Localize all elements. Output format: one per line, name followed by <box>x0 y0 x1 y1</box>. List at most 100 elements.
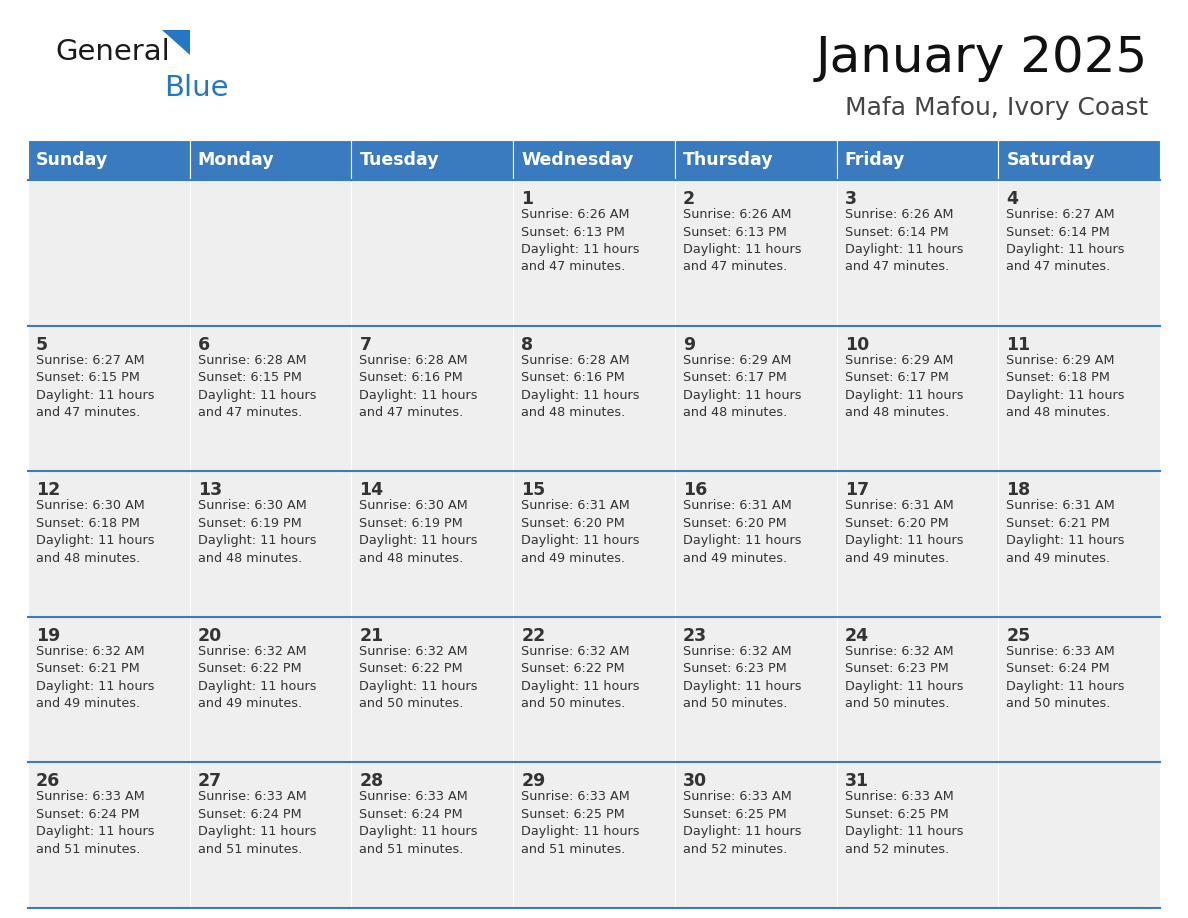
Bar <box>29 180 190 326</box>
Bar <box>190 763 352 908</box>
Text: Sunrise: 6:33 AM
Sunset: 6:24 PM
Daylight: 11 hours
and 50 minutes.: Sunrise: 6:33 AM Sunset: 6:24 PM Dayligh… <box>1006 644 1125 711</box>
Text: 7: 7 <box>360 336 372 353</box>
Bar <box>998 617 1159 763</box>
Text: 25: 25 <box>1006 627 1030 644</box>
Text: 16: 16 <box>683 481 707 499</box>
Text: Sunrise: 6:29 AM
Sunset: 6:18 PM
Daylight: 11 hours
and 48 minutes.: Sunrise: 6:29 AM Sunset: 6:18 PM Dayligh… <box>1006 353 1125 420</box>
Text: Sunrise: 6:28 AM
Sunset: 6:16 PM
Daylight: 11 hours
and 47 minutes.: Sunrise: 6:28 AM Sunset: 6:16 PM Dayligh… <box>360 353 478 420</box>
Bar <box>352 140 513 180</box>
Bar <box>675 140 836 180</box>
Bar <box>836 180 998 326</box>
Bar <box>190 617 352 763</box>
Text: Sunrise: 6:33 AM
Sunset: 6:25 PM
Daylight: 11 hours
and 51 minutes.: Sunrise: 6:33 AM Sunset: 6:25 PM Dayligh… <box>522 790 639 856</box>
Text: 29: 29 <box>522 772 545 790</box>
Text: Sunrise: 6:26 AM
Sunset: 6:14 PM
Daylight: 11 hours
and 47 minutes.: Sunrise: 6:26 AM Sunset: 6:14 PM Dayligh… <box>845 208 963 274</box>
Bar <box>352 617 513 763</box>
Text: Sunrise: 6:32 AM
Sunset: 6:23 PM
Daylight: 11 hours
and 50 minutes.: Sunrise: 6:32 AM Sunset: 6:23 PM Dayligh… <box>683 644 802 711</box>
Bar <box>675 471 836 617</box>
Text: 26: 26 <box>36 772 61 790</box>
Text: 21: 21 <box>360 627 384 644</box>
Bar <box>190 180 352 326</box>
Bar <box>998 140 1159 180</box>
Text: Sunrise: 6:30 AM
Sunset: 6:19 PM
Daylight: 11 hours
and 48 minutes.: Sunrise: 6:30 AM Sunset: 6:19 PM Dayligh… <box>197 499 316 565</box>
Text: Friday: Friday <box>845 151 905 169</box>
Bar <box>998 326 1159 471</box>
Text: 14: 14 <box>360 481 384 499</box>
Text: Sunrise: 6:26 AM
Sunset: 6:13 PM
Daylight: 11 hours
and 47 minutes.: Sunrise: 6:26 AM Sunset: 6:13 PM Dayligh… <box>522 208 639 274</box>
Bar <box>836 140 998 180</box>
Text: Sunrise: 6:32 AM
Sunset: 6:22 PM
Daylight: 11 hours
and 49 minutes.: Sunrise: 6:32 AM Sunset: 6:22 PM Dayligh… <box>197 644 316 711</box>
Text: 20: 20 <box>197 627 222 644</box>
Bar <box>352 763 513 908</box>
Bar <box>836 763 998 908</box>
Text: 19: 19 <box>36 627 61 644</box>
Text: Sunrise: 6:33 AM
Sunset: 6:25 PM
Daylight: 11 hours
and 52 minutes.: Sunrise: 6:33 AM Sunset: 6:25 PM Dayligh… <box>845 790 963 856</box>
Bar <box>190 326 352 471</box>
Text: Sunrise: 6:33 AM
Sunset: 6:24 PM
Daylight: 11 hours
and 51 minutes.: Sunrise: 6:33 AM Sunset: 6:24 PM Dayligh… <box>360 790 478 856</box>
Text: General: General <box>55 38 170 66</box>
Bar <box>675 326 836 471</box>
Text: 23: 23 <box>683 627 707 644</box>
Text: 8: 8 <box>522 336 533 353</box>
Text: Blue: Blue <box>164 74 228 102</box>
Text: Sunrise: 6:31 AM
Sunset: 6:20 PM
Daylight: 11 hours
and 49 minutes.: Sunrise: 6:31 AM Sunset: 6:20 PM Dayligh… <box>522 499 639 565</box>
Text: 30: 30 <box>683 772 707 790</box>
Text: 1: 1 <box>522 190 533 208</box>
Text: Monday: Monday <box>197 151 274 169</box>
Text: 28: 28 <box>360 772 384 790</box>
Bar <box>190 471 352 617</box>
Text: Sunrise: 6:32 AM
Sunset: 6:22 PM
Daylight: 11 hours
and 50 minutes.: Sunrise: 6:32 AM Sunset: 6:22 PM Dayligh… <box>522 644 639 711</box>
Text: Tuesday: Tuesday <box>360 151 440 169</box>
Text: Sunrise: 6:32 AM
Sunset: 6:21 PM
Daylight: 11 hours
and 49 minutes.: Sunrise: 6:32 AM Sunset: 6:21 PM Dayligh… <box>36 644 154 711</box>
Text: Sunrise: 6:33 AM
Sunset: 6:24 PM
Daylight: 11 hours
and 51 minutes.: Sunrise: 6:33 AM Sunset: 6:24 PM Dayligh… <box>36 790 154 856</box>
Bar <box>513 140 675 180</box>
Bar <box>836 326 998 471</box>
Text: 2: 2 <box>683 190 695 208</box>
Text: 24: 24 <box>845 627 868 644</box>
Bar <box>513 763 675 908</box>
Text: Sunrise: 6:27 AM
Sunset: 6:15 PM
Daylight: 11 hours
and 47 minutes.: Sunrise: 6:27 AM Sunset: 6:15 PM Dayligh… <box>36 353 154 420</box>
Text: Sunrise: 6:31 AM
Sunset: 6:21 PM
Daylight: 11 hours
and 49 minutes.: Sunrise: 6:31 AM Sunset: 6:21 PM Dayligh… <box>1006 499 1125 565</box>
Bar <box>998 471 1159 617</box>
Polygon shape <box>162 30 190 55</box>
Text: Sunrise: 6:31 AM
Sunset: 6:20 PM
Daylight: 11 hours
and 49 minutes.: Sunrise: 6:31 AM Sunset: 6:20 PM Dayligh… <box>683 499 802 565</box>
Bar <box>190 140 352 180</box>
Text: Sunrise: 6:32 AM
Sunset: 6:23 PM
Daylight: 11 hours
and 50 minutes.: Sunrise: 6:32 AM Sunset: 6:23 PM Dayligh… <box>845 644 963 711</box>
Text: 3: 3 <box>845 190 857 208</box>
Text: 10: 10 <box>845 336 868 353</box>
Bar <box>513 326 675 471</box>
Text: 18: 18 <box>1006 481 1030 499</box>
Bar <box>513 617 675 763</box>
Text: Sunrise: 6:28 AM
Sunset: 6:16 PM
Daylight: 11 hours
and 48 minutes.: Sunrise: 6:28 AM Sunset: 6:16 PM Dayligh… <box>522 353 639 420</box>
Bar <box>29 617 190 763</box>
Bar <box>29 763 190 908</box>
Text: 6: 6 <box>197 336 210 353</box>
Text: Sunrise: 6:29 AM
Sunset: 6:17 PM
Daylight: 11 hours
and 48 minutes.: Sunrise: 6:29 AM Sunset: 6:17 PM Dayligh… <box>683 353 802 420</box>
Text: Sunrise: 6:26 AM
Sunset: 6:13 PM
Daylight: 11 hours
and 47 minutes.: Sunrise: 6:26 AM Sunset: 6:13 PM Dayligh… <box>683 208 802 274</box>
Text: Sunrise: 6:30 AM
Sunset: 6:19 PM
Daylight: 11 hours
and 48 minutes.: Sunrise: 6:30 AM Sunset: 6:19 PM Dayligh… <box>360 499 478 565</box>
Text: Sunrise: 6:30 AM
Sunset: 6:18 PM
Daylight: 11 hours
and 48 minutes.: Sunrise: 6:30 AM Sunset: 6:18 PM Dayligh… <box>36 499 154 565</box>
Bar <box>352 180 513 326</box>
Bar <box>513 471 675 617</box>
Text: Sunday: Sunday <box>36 151 108 169</box>
Text: 13: 13 <box>197 481 222 499</box>
Bar <box>352 471 513 617</box>
Bar <box>29 326 190 471</box>
Bar <box>836 471 998 617</box>
Text: Sunrise: 6:31 AM
Sunset: 6:20 PM
Daylight: 11 hours
and 49 minutes.: Sunrise: 6:31 AM Sunset: 6:20 PM Dayligh… <box>845 499 963 565</box>
Text: 5: 5 <box>36 336 49 353</box>
Bar <box>675 180 836 326</box>
Text: 27: 27 <box>197 772 222 790</box>
Text: 17: 17 <box>845 481 868 499</box>
Bar <box>352 326 513 471</box>
Bar <box>675 617 836 763</box>
Text: Wednesday: Wednesday <box>522 151 633 169</box>
Text: Thursday: Thursday <box>683 151 773 169</box>
Text: Sunrise: 6:32 AM
Sunset: 6:22 PM
Daylight: 11 hours
and 50 minutes.: Sunrise: 6:32 AM Sunset: 6:22 PM Dayligh… <box>360 644 478 711</box>
Text: 31: 31 <box>845 772 868 790</box>
Text: Saturday: Saturday <box>1006 151 1095 169</box>
Bar <box>29 140 190 180</box>
Text: Sunrise: 6:33 AM
Sunset: 6:24 PM
Daylight: 11 hours
and 51 minutes.: Sunrise: 6:33 AM Sunset: 6:24 PM Dayligh… <box>197 790 316 856</box>
Text: Sunrise: 6:28 AM
Sunset: 6:15 PM
Daylight: 11 hours
and 47 minutes.: Sunrise: 6:28 AM Sunset: 6:15 PM Dayligh… <box>197 353 316 420</box>
Text: Mafa Mafou, Ivory Coast: Mafa Mafou, Ivory Coast <box>845 96 1148 120</box>
